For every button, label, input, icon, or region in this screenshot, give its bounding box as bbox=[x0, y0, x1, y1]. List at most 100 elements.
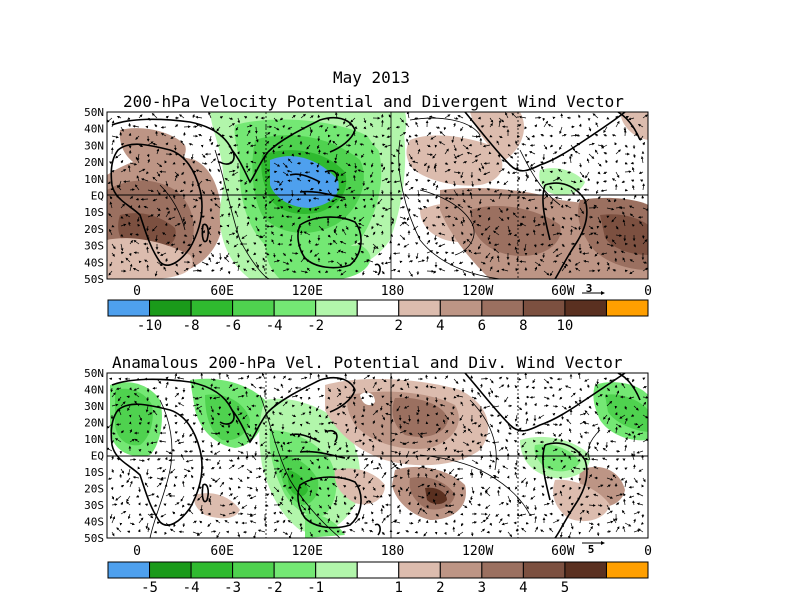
wind-vector bbox=[164, 160, 168, 164]
wind-vector bbox=[429, 115, 437, 119]
wind-vector bbox=[180, 413, 185, 417]
wind-vector bbox=[147, 141, 154, 146]
wind-vector bbox=[146, 225, 149, 232]
wind-vector bbox=[541, 165, 545, 173]
wind-vector bbox=[606, 215, 610, 219]
wind-vector bbox=[183, 203, 186, 209]
wind-vector bbox=[156, 251, 161, 255]
wind-vector bbox=[399, 216, 407, 220]
wind-vector bbox=[120, 169, 127, 173]
wind-vector bbox=[287, 179, 293, 183]
wind-vector bbox=[574, 214, 581, 218]
wind-vector bbox=[120, 215, 124, 219]
wind-vector bbox=[237, 203, 241, 209]
wind-vector bbox=[249, 144, 257, 148]
wind-vector bbox=[468, 143, 473, 147]
wind-vector bbox=[272, 149, 276, 155]
top-colorbar-swatch bbox=[149, 299, 192, 317]
top-lon-label: 120W bbox=[462, 284, 493, 299]
wind-vector bbox=[564, 204, 572, 209]
wind-vector bbox=[456, 153, 464, 158]
top-lat-label: 10S bbox=[84, 206, 104, 219]
wind-vector bbox=[246, 129, 251, 137]
wind-vector bbox=[386, 135, 392, 138]
wind-vector bbox=[560, 204, 564, 209]
wind-vector bbox=[290, 132, 294, 137]
wind-vector bbox=[603, 179, 608, 183]
wind-vector bbox=[192, 413, 198, 417]
wind-vector bbox=[209, 198, 213, 202]
wind-vector bbox=[600, 189, 608, 193]
wind-vector bbox=[318, 125, 324, 128]
wind-vector bbox=[335, 112, 338, 119]
wind-vector bbox=[317, 149, 321, 155]
wind-vector bbox=[393, 180, 401, 184]
wind-vector bbox=[414, 134, 419, 138]
wind-vector bbox=[309, 129, 313, 137]
wind-vector bbox=[588, 126, 592, 132]
top-lat-label: 20N bbox=[84, 156, 104, 169]
wind-vector bbox=[137, 223, 141, 227]
wind-vector bbox=[489, 134, 493, 138]
wind-vector bbox=[506, 207, 509, 212]
wind-vector bbox=[498, 117, 505, 123]
top-lon-label: 60W bbox=[551, 284, 575, 299]
wind-vector bbox=[128, 122, 132, 128]
wind-vector bbox=[605, 159, 608, 164]
bottom-map bbox=[106, 372, 649, 545]
wind-vector bbox=[470, 531, 474, 537]
wind-vector bbox=[300, 113, 306, 119]
wind-vector bbox=[180, 140, 185, 146]
wind-vector bbox=[426, 132, 432, 137]
wind-vector bbox=[340, 180, 347, 184]
wind-vector bbox=[384, 144, 392, 148]
wind-vector bbox=[493, 189, 500, 193]
date-title: May 2013 bbox=[333, 68, 411, 87]
wind-vector bbox=[350, 189, 356, 193]
wind-vector bbox=[483, 171, 491, 175]
wind-vector bbox=[489, 198, 496, 202]
wind-vector bbox=[108, 161, 113, 165]
wind-vector bbox=[603, 171, 608, 174]
wind-vector bbox=[381, 134, 385, 138]
wind-vector bbox=[534, 116, 542, 120]
wind-vector bbox=[471, 159, 479, 164]
top-lat-label: 10N bbox=[84, 173, 104, 186]
wind-vector bbox=[262, 196, 266, 200]
wind-vector bbox=[496, 140, 500, 146]
wind-vector bbox=[614, 142, 618, 146]
wind-vector bbox=[327, 198, 331, 201]
top-panel-title: 200-hPa Velocity Potential and Divergent… bbox=[123, 92, 624, 111]
top-colorbar-swatch bbox=[605, 299, 649, 317]
bottom-colorbar-swatch bbox=[149, 561, 192, 579]
wind-vector bbox=[228, 123, 235, 128]
wind-vector bbox=[408, 186, 414, 191]
wind-vector bbox=[334, 153, 338, 161]
wind-vector bbox=[164, 222, 168, 227]
wind-vector bbox=[262, 152, 266, 155]
wind-vector bbox=[640, 156, 644, 164]
wind-vector bbox=[287, 158, 293, 164]
wind-vector bbox=[390, 216, 395, 222]
wind-vector bbox=[642, 183, 645, 191]
bottom-colorbar-swatch bbox=[232, 561, 275, 579]
wind-vector bbox=[525, 135, 530, 141]
wind-vector bbox=[279, 180, 284, 186]
wind-vector bbox=[426, 165, 430, 173]
wind-vector bbox=[209, 135, 212, 142]
wind-vector bbox=[164, 195, 168, 200]
wind-vector bbox=[524, 126, 528, 130]
wind-vector bbox=[370, 179, 374, 183]
bottom-colorbar-swatch bbox=[439, 561, 483, 579]
wind-vector bbox=[156, 162, 163, 168]
wind-vector bbox=[525, 206, 530, 210]
wind-vector bbox=[396, 149, 401, 155]
wind-vector bbox=[642, 141, 645, 146]
wind-vector bbox=[586, 158, 590, 164]
bottom-lat-label: 30S bbox=[84, 499, 104, 512]
wind-vector bbox=[156, 148, 160, 155]
wind-vector bbox=[296, 161, 302, 165]
wind-vector bbox=[597, 162, 602, 167]
wind-vector bbox=[624, 116, 630, 119]
wind-vector bbox=[147, 214, 154, 218]
